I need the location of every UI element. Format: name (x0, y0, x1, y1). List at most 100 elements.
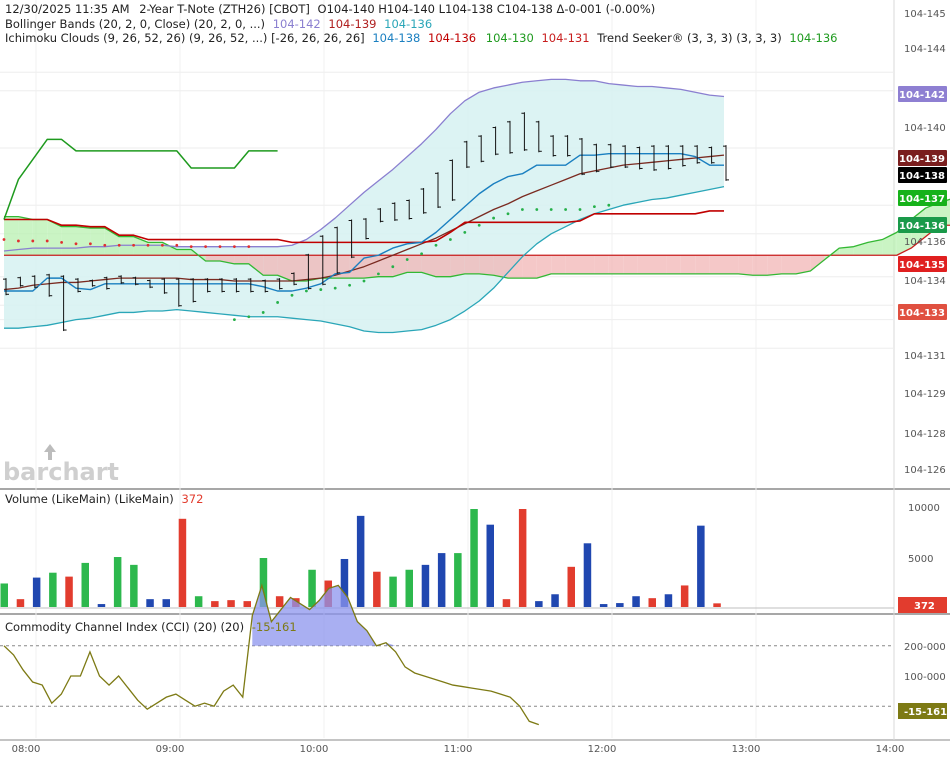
ichimoku-cloud-segment (364, 255, 379, 279)
ichimoku-cloud-segment (752, 255, 768, 276)
axes: 104-145 104-144 104-140 104-136 104-134 104-1… (12, 9, 948, 755)
trend-seeker-dot-red (218, 245, 222, 249)
trend-seeker-dot-red (103, 243, 107, 247)
trend-seeker-label: Trend Seeker® (3, 3, 3) (3, 3, 3) (596, 31, 782, 45)
volume-bar (697, 525, 705, 607)
ichimoku-cloud-segment (378, 255, 393, 277)
ichimoku-cloud-segment (580, 255, 595, 274)
trend-seeker-dot-green (607, 203, 611, 207)
ichimoku-cloud-segment (623, 255, 638, 274)
trend-seeker-dot-green (305, 289, 308, 293)
trend-seeker-dot-red (146, 243, 150, 247)
header-instrument: 2-Year T-Note (ZTH26) [CBOT] (139, 2, 310, 16)
volume-bar (227, 600, 235, 607)
trend-seeker-dot-green (348, 283, 351, 287)
ichimoku-value-2: 104-136 (428, 31, 476, 45)
trend-seeker-dot-green (535, 208, 539, 211)
volume-bar (178, 518, 187, 607)
ichimoku-cloud-segment (47, 219, 62, 256)
ichimoku-cloud-segment (680, 255, 696, 274)
ichimoku-cloud-segment (767, 255, 782, 276)
ichimoku-cloud-segment (18, 216, 33, 256)
volume-bar (470, 509, 478, 607)
trend-seeker-dot-red (175, 243, 179, 247)
price-badge-text: 104-138 (899, 171, 945, 182)
price-axis-tick: 104-145 (904, 9, 946, 20)
ichimoku-cloud-segment (320, 255, 336, 279)
trend-seeker-dot-red (189, 245, 193, 249)
bb-value-2: 104-139 (328, 17, 376, 31)
ichimoku-value-4: 104-131 (541, 31, 589, 45)
ichimoku-cloud-segment (234, 255, 249, 264)
header-datetime: 12/30/2025 11:35 AM (5, 2, 130, 16)
volume-bar (518, 509, 527, 607)
volume-panel[interactable] (0, 509, 894, 609)
trend-seeker-dot-green (578, 208, 582, 211)
price-axis-tick: 104-126 (904, 465, 946, 476)
ichimoku-chikou-line (3, 138, 278, 220)
volume-bar (275, 596, 284, 607)
ichimoku-cloud-segment (32, 219, 48, 256)
volume-bar (567, 566, 575, 607)
bb-value-3: 104-136 (384, 17, 432, 31)
ichimoku-cloud-segment (436, 255, 451, 277)
price-badge-text: 104-139 (899, 154, 945, 165)
volume-last: 372 (181, 492, 203, 506)
ichimoku-cloud-segment (450, 255, 465, 277)
volume-bar (0, 583, 8, 607)
trend-seeker-dot-red (117, 243, 121, 247)
time-axis-label: 11:00 (444, 744, 473, 755)
cci-last: -15-161 (252, 620, 297, 634)
volume-bar (81, 562, 89, 607)
volume-axis-tick: 5000 (908, 554, 933, 565)
trend-seeker-dot-green (319, 288, 323, 291)
volume-bar (616, 603, 624, 607)
price-axis-tick: 104-134 (904, 276, 946, 287)
arrow-up-icon (44, 444, 56, 460)
volume-bar (97, 604, 106, 607)
trend-seeker-dot-green (391, 265, 395, 269)
cci-panel[interactable] (0, 583, 894, 726)
trend-seeker-dot-green (564, 208, 567, 211)
header-ohlc: O104-140 H104-140 L104-138 C104-138 Δ-0-… (318, 2, 656, 16)
trend-seeker-dot-red (247, 245, 251, 249)
ichimoku-cloud-segment (522, 255, 537, 279)
cci-header: Commodity Channel Index (CCI) (20) (20) … (5, 620, 297, 634)
volume-bar (421, 564, 430, 607)
ichimoku-cloud-segment (61, 226, 76, 256)
price-axis-tick: 104-144 (904, 44, 946, 55)
volume-bar (65, 576, 73, 607)
bb-label: Bollinger Bands (20, 2, 0, Close) (20, 2… (5, 17, 265, 31)
time-axis-label: 12:00 (588, 744, 617, 755)
volume-bar (49, 572, 57, 607)
ichimoku-cloud-segment (176, 249, 192, 256)
ichimoku-cloud-segment (493, 255, 508, 279)
time-axis-label: 13:00 (732, 744, 761, 755)
ichimoku-cloud-segment (796, 255, 811, 274)
ichimoku-cloud-segment (810, 255, 825, 271)
trend-seeker-dot-green (434, 243, 438, 247)
price-axis-tick: 104-128 (904, 429, 946, 440)
price-badge (898, 304, 947, 320)
ichimoku-cloud-segment (565, 255, 580, 274)
ichimoku-cloud-segment (292, 255, 307, 281)
ichimoku-tenkan-line (4, 153, 724, 292)
volume-bar (632, 596, 640, 607)
volume-bar (16, 599, 25, 607)
trend-seeker-dot-green (233, 318, 236, 321)
volume-bar (389, 576, 397, 607)
ichimoku-cloud-segment (464, 255, 480, 274)
ichimoku-cloud-segment (392, 255, 408, 277)
trend-seeker-dot-red (17, 239, 20, 243)
price-badge (898, 256, 947, 272)
trend-seeker-dot-red (233, 245, 236, 249)
volume-bar (664, 594, 673, 607)
volume-title: Volume (LikeMain) (LikeMain) (5, 492, 174, 506)
price-badge (898, 86, 947, 102)
ichimoku-cloud-segment (76, 226, 91, 256)
ichimoku-cloud-segment (119, 236, 134, 256)
volume-bar (648, 598, 656, 607)
volume-bar (502, 599, 511, 607)
ichimoku-value-3: 104-130 (486, 31, 534, 45)
